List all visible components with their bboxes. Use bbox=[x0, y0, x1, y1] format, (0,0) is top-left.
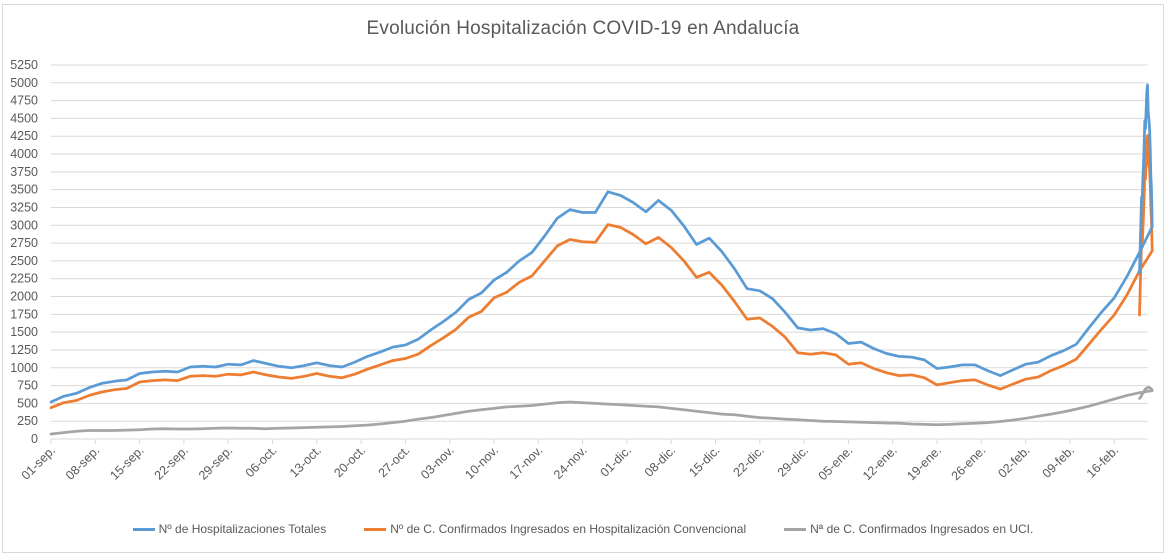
legend-item-convencional: Nº de C. Confirmados Ingresados en Hospi… bbox=[364, 522, 746, 536]
y-tick-label: 3500 bbox=[10, 183, 38, 197]
x-tick-label: 08-dic. bbox=[642, 443, 678, 479]
y-tick-label: 4000 bbox=[10, 147, 38, 161]
legend-swatch-convencional bbox=[364, 527, 387, 531]
x-tick-label: 22-dic. bbox=[730, 443, 766, 479]
x-tick-label: 26-ene. bbox=[949, 443, 989, 483]
y-tick-label: 2500 bbox=[10, 254, 38, 268]
x-tick-label: 29-sep. bbox=[196, 443, 235, 482]
x-tick-label: 15-dic. bbox=[686, 443, 722, 479]
x-tick-label: 16-feb. bbox=[1084, 443, 1121, 480]
legend-item-uci: Nª de C. Confirmados Ingresados en UCI. bbox=[784, 522, 1033, 536]
x-tick-label: 29-dic. bbox=[775, 443, 811, 479]
legend-label-convencional: Nº de C. Confirmados Ingresados en Hospi… bbox=[390, 522, 747, 536]
y-tick-label: 4750 bbox=[10, 94, 38, 108]
y-tick-label: 5000 bbox=[10, 76, 38, 90]
legend: Nº de Hospitalizaciones Totales Nº de C.… bbox=[0, 522, 1166, 536]
y-axis-ticks: 0 250 500 750 1000 1250 1500 1750 2000 2250 2500 27… bbox=[10, 58, 38, 446]
legend-item-total: Nº de Hospitalizaciones Totales bbox=[132, 522, 327, 536]
y-tick-label: 2000 bbox=[10, 290, 38, 304]
legend-swatch-uci bbox=[784, 527, 807, 531]
x-tick-label: 05-ene. bbox=[816, 443, 856, 483]
series-line-0 bbox=[49, 83, 1154, 404]
x-tick-label: 22-sep. bbox=[152, 443, 191, 482]
y-tick-label: 750 bbox=[17, 379, 38, 393]
y-tick-label: 3000 bbox=[10, 218, 38, 232]
x-tick-label: 06-oct. bbox=[243, 443, 280, 480]
x-tick-label: 24-nov. bbox=[551, 443, 590, 482]
x-tick-label: 19-ene. bbox=[904, 443, 944, 483]
x-tick-label: 09-feb. bbox=[1040, 443, 1077, 480]
y-tick-label: 1250 bbox=[10, 343, 38, 357]
legend-label-uci: Nª de C. Confirmados Ingresados en UCI. bbox=[810, 522, 1034, 536]
legend-swatch-total bbox=[132, 527, 155, 531]
series-lines bbox=[49, 83, 1154, 436]
y-tick-label: 500 bbox=[17, 396, 38, 410]
y-tick-label: 3750 bbox=[10, 165, 38, 179]
x-tick-label: 13-oct. bbox=[287, 443, 324, 480]
y-tick-label: 2250 bbox=[10, 272, 38, 286]
x-tick-label: 01-sep. bbox=[19, 443, 58, 482]
x-tick-label: 15-sep. bbox=[107, 443, 146, 482]
x-tick-label: 08-sep. bbox=[63, 443, 102, 482]
x-tick-label: 03-nov. bbox=[418, 443, 457, 482]
legend-label-total: Nº de Hospitalizaciones Totales bbox=[158, 522, 327, 536]
series-line-2 bbox=[49, 385, 1154, 436]
x-tick-label: 20-oct. bbox=[331, 443, 368, 480]
y-tick-label: 1500 bbox=[10, 325, 38, 339]
x-tick-label: 02-feb. bbox=[995, 443, 1032, 480]
y-tick-label: 2750 bbox=[10, 236, 38, 250]
x-tick-label: 10-nov. bbox=[462, 443, 501, 482]
y-tick-label: 4500 bbox=[10, 111, 38, 125]
x-axis: 01-sep. 08-sep. 15-sep. 22-sep. 29-sep. 06-oc… bbox=[19, 438, 1148, 483]
y-tick-label: 1000 bbox=[10, 361, 38, 375]
chart-title: Evolución Hospitalización COVID-19 en An… bbox=[366, 18, 800, 39]
x-tick-label: 12-ene. bbox=[860, 443, 900, 483]
x-tick-label: 27-oct. bbox=[376, 443, 413, 480]
y-tick-label: 0 bbox=[31, 432, 38, 446]
x-tick-label: 01-dic. bbox=[598, 443, 634, 479]
x-tick-label: 17-nov. bbox=[507, 443, 546, 482]
gridlines bbox=[51, 64, 1148, 422]
y-tick-label: 3250 bbox=[10, 200, 38, 214]
y-tick-label: 250 bbox=[17, 414, 38, 428]
y-tick-label: 4250 bbox=[10, 129, 38, 143]
y-tick-label: 1750 bbox=[10, 307, 38, 321]
y-tick-label: 5250 bbox=[10, 58, 38, 72]
